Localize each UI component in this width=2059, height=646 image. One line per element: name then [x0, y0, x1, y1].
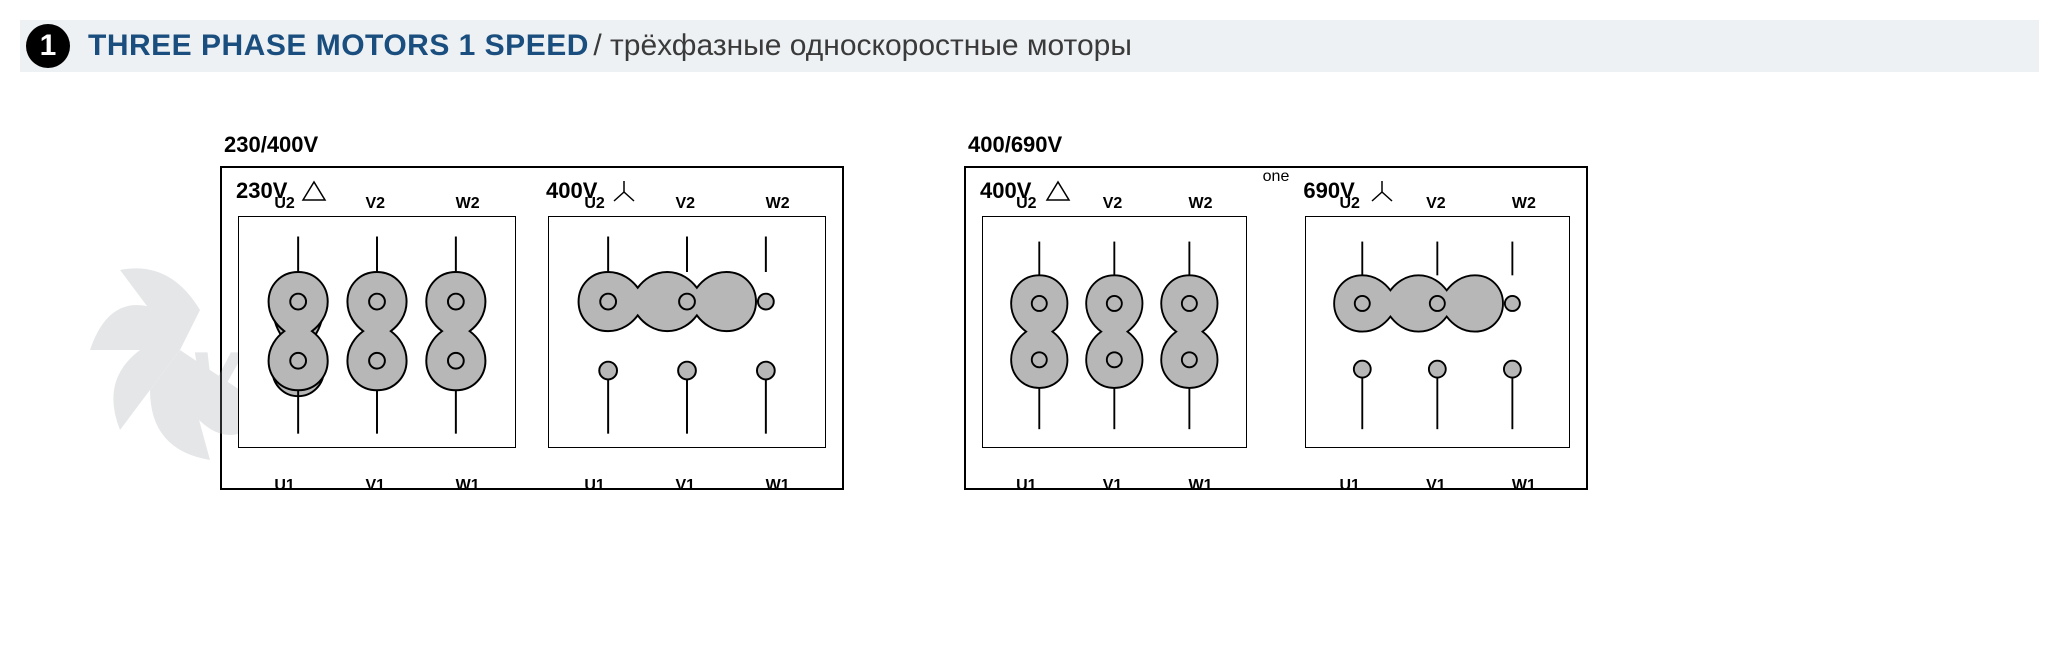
section-header: 1 THREE PHASE MOTORS 1 SPEED / трёхфазны… — [20, 20, 2039, 72]
terminal-box: U2 V2 W2 — [982, 216, 1247, 448]
wiring-group-230-400: 230/400V 230V U2 V2 W2 — [220, 132, 844, 490]
terminal-box: U2 V2 W2 — [548, 216, 826, 448]
wiring-group-400-690: 400/690V 400V U2 V2 W2 — [964, 132, 1588, 490]
terminal-label-bottom: V1 — [365, 477, 385, 495]
delta-wiring-diagram — [239, 205, 515, 477]
terminal-label-bottom: U1 — [1339, 477, 1359, 495]
section-title-en: THREE PHASE MOTORS 1 SPEED — [88, 29, 589, 62]
diagram-groups: 230/400V 230V U2 V2 W2 — [20, 132, 2039, 490]
star-wiring-diagram — [549, 205, 825, 477]
star-wiring-diagram — [1306, 205, 1569, 477]
terminal-label-bottom: V1 — [1103, 477, 1123, 495]
terminal-label-bottom: U1 — [274, 477, 294, 495]
delta-wiring-diagram — [983, 205, 1246, 477]
wiring-cell-690v-star: 690V U2 V2 W2 — [1289, 168, 1586, 488]
terminal-label-bottom: U1 — [584, 477, 604, 495]
terminal-label-bottom: V1 — [1426, 477, 1446, 495]
wiring-cell-400v-delta: 400V U2 V2 W2 — [966, 168, 1263, 488]
terminal-label-bottom: W1 — [1189, 477, 1213, 495]
section-title-ru: / трёхфазные односкоростные моторы — [593, 29, 1132, 62]
terminal-label-bottom: V1 — [675, 477, 695, 495]
terminal-label-bottom: W1 — [456, 477, 480, 495]
section-number-badge: 1 — [26, 24, 70, 68]
group-box: 400V U2 V2 W2 — [964, 166, 1588, 490]
terminal-box: U2 V2 W2 — [1305, 216, 1570, 448]
terminal-label-bottom: W1 — [766, 477, 790, 495]
wiring-cell-400v-star: 400V U2 V2 W2 — [532, 168, 842, 488]
group-box: 230V U2 V2 W2 — [220, 166, 844, 490]
wiring-cell-230v-delta: 230V U2 V2 W2 — [222, 168, 532, 488]
terminal-label-bottom: W1 — [1512, 477, 1536, 495]
terminal-label-bottom: U1 — [1016, 477, 1036, 495]
group-label: 230/400V — [224, 132, 844, 158]
terminal-box: U2 V2 W2 — [238, 216, 516, 448]
group-label: 400/690V — [968, 132, 1588, 158]
